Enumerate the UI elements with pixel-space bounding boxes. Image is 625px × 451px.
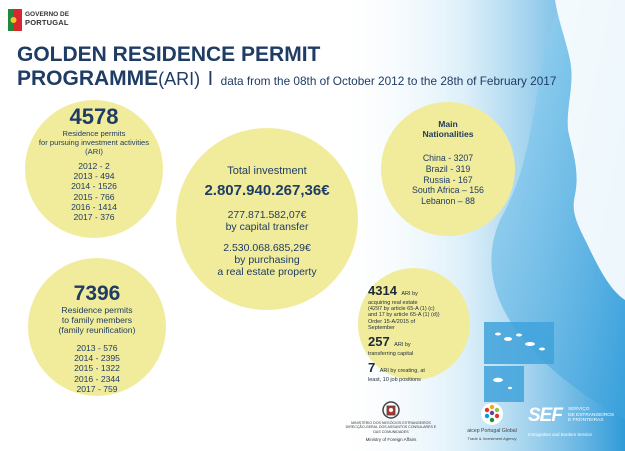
real-estate-breakdown-text: September	[368, 324, 395, 331]
capital-breakdown-count: 257	[368, 334, 390, 350]
page-title-acronym: (ARI)	[158, 69, 201, 89]
jobs-breakdown-text: least, 10 job positions	[368, 377, 421, 384]
government-logo: GOVERNO DE PORTUGAL	[8, 9, 98, 33]
title-separator: I	[207, 68, 214, 90]
mne-name-line: DAS COMUNIDADES	[373, 429, 409, 434]
aicep-logo: aicep Portugal Global Trade & Investment…	[462, 402, 522, 441]
family-year-item: 2017 - 759	[76, 383, 118, 394]
nationalities-list: China - 3207 Brazil - 319 Russia - 167 S…	[381, 153, 515, 207]
investment-year-item: 2013 - 494	[73, 171, 115, 182]
aicep-name: aicep Portugal Global	[467, 428, 517, 434]
real-estate-breakdown-text: (4297 by article 65-A (1) (c)	[368, 306, 435, 313]
coat-of-arms-icon	[382, 401, 400, 419]
jobs-breakdown: 7 ARI by creating, at least, 10 job posi…	[368, 359, 468, 383]
aicep-globe-icon	[481, 403, 503, 425]
real-estate-breakdown-text: Order 15-A/2015 of	[368, 318, 416, 325]
capital-transfer-label: by capital transfer	[225, 221, 309, 233]
real-estate-amount: 2.530.068.685,29€	[223, 242, 311, 254]
sef-caption: Immigration and Borders Service	[528, 432, 592, 437]
family-year-item: 2014 - 2395	[74, 353, 120, 364]
real-estate-breakdown-text: and 17 by article 65-A (1) (d))	[368, 312, 440, 319]
nationalities-content: Main Nationalities China - 3207 Brazil -…	[381, 119, 515, 207]
family-year-item: 2013 - 576	[76, 343, 118, 353]
nationality-item: Russia - 167	[423, 174, 473, 185]
investment-year-item: 2015 - 766	[73, 191, 115, 202]
family-year-item: 2016 - 2344	[74, 373, 120, 384]
portugal-flag-icon	[8, 9, 22, 31]
investment-year-item: 2012 - 2	[78, 161, 110, 171]
investment-permits-desc-line: (ARI)	[85, 147, 103, 156]
government-name-line1: GOVERNO DE	[25, 11, 70, 18]
investment-year-item: 2016 - 1414	[71, 201, 117, 212]
nationality-item: China - 3207	[422, 153, 474, 163]
sef-name: SEF	[528, 405, 563, 426]
government-name: GOVERNO DE PORTUGAL	[25, 11, 69, 26]
total-investment-content: Total investment 2.807.940.267,36€ 277.8…	[176, 165, 358, 278]
nationalities-title-line: Main	[438, 119, 458, 129]
investment-year-item: 2014 - 1526	[71, 181, 117, 192]
real-estate-label: by purchasing	[234, 254, 300, 266]
investment-permits-desc-line: Residence permits	[62, 129, 126, 138]
investment-permits-count: 4578	[69, 104, 119, 129]
nationality-item: South Africa – 156	[412, 185, 484, 196]
nationality-item: Lebanon – 88	[421, 196, 475, 207]
nationalities-title: Main Nationalities	[381, 119, 515, 139]
page-title: GOLDEN RESIDENCE PERMIT	[17, 43, 320, 67]
real-estate-breakdown-text: acquiring real estate	[368, 300, 418, 306]
sef-side-text: SERVIÇO DE ESTRANGEIROS E FRONTEIRAS	[568, 407, 614, 424]
total-investment-circle	[176, 128, 358, 310]
jobs-breakdown-count: 7	[368, 360, 376, 376]
investment-permits-circle	[25, 100, 163, 238]
family-permits-desc-line: to family members	[61, 315, 133, 325]
page-subtitle: data from the 08th of October 2012 to th…	[220, 74, 557, 88]
sef-side-line: DE ESTRANGEIROS	[568, 412, 615, 418]
capital-breakdown-text: transferring capital	[368, 351, 414, 358]
family-permits-count: 7396	[73, 282, 121, 305]
sef-side-line: E FRONTEIRAS	[568, 418, 604, 424]
family-permits-years: 2013 - 576 2014 - 2395 2015 - 1322 2016 …	[28, 343, 166, 394]
mne-name-line: DIRECÇÃO-GERAL DOS ASSUNTOS CONSULARES E	[345, 425, 437, 430]
nationality-item: Brazil - 319	[425, 163, 471, 174]
nationalities-circle	[381, 102, 515, 236]
real-estate-breakdown-count: 4314	[368, 283, 397, 298]
mne-logo: MINISTÉRIO DOS NEGÓCIOS ESTRANGEIROS DIR…	[332, 400, 450, 442]
investment-permits-desc-line: for pursuing investment activities	[38, 138, 150, 147]
capital-transfer-amount: 277.871.582,07€	[227, 209, 307, 221]
real-estate-breakdown: 4314 ARI by acquiring real estate (4297 …	[368, 282, 468, 331]
real-estate-breakdown-text: ARI by	[401, 291, 418, 297]
jobs-breakdown-text: ARI by creating, at	[379, 368, 425, 375]
breakdown-content: 4314 ARI by acquiring real estate (4297 …	[368, 282, 468, 383]
real-estate-label: a real estate property	[217, 266, 317, 278]
family-year-item: 2015 - 1322	[74, 363, 120, 374]
investment-year-item: 2017 - 376	[73, 212, 115, 223]
government-name-line2: PORTUGAL	[25, 17, 69, 27]
madeira-inset	[484, 366, 524, 402]
investment-permits-desc: Residence permits for pursuing investmen…	[25, 129, 163, 156]
capital-breakdown-text: ARI by	[394, 342, 411, 349]
mne-caption: Ministry of Foreign Affairs	[365, 437, 417, 443]
nationalities-title-line: Nationalities	[422, 129, 474, 139]
investment-permits-content: 4578 Residence permits for pursuing inve…	[25, 104, 163, 223]
page-title-line1: GOLDEN RESIDENCE PERMIT	[17, 43, 321, 66]
family-permits-desc: Residence permits to family members (fam…	[28, 305, 166, 335]
capital-breakdown: 257 ARI by transferring capital	[368, 333, 468, 357]
family-permits-content: 7396 Residence permits to family members…	[28, 283, 166, 394]
total-investment-label: Total investment	[227, 165, 307, 177]
family-permits-desc-line: (family reunification)	[58, 325, 136, 335]
page-title-line2: PROGRAMME	[17, 67, 159, 90]
family-permits-desc-line: Residence permits	[61, 305, 133, 315]
total-investment-amount: 2.807.940.267,36€	[204, 182, 330, 199]
investment-permits-years: 2012 - 2 2013 - 494 2014 - 1526 2015 - 7…	[25, 161, 163, 222]
sef-side-line: SERVIÇO	[568, 407, 590, 412]
aicep-caption: Trade & Investment Agency	[467, 436, 517, 441]
sef-logo: SEF SERVIÇO DE ESTRANGEIROS E FRONTEIRAS…	[528, 405, 622, 438]
mne-name-line: MINISTÉRIO DOS NEGÓCIOS ESTRANGEIROS	[351, 421, 431, 425]
breakdown-circle	[358, 268, 470, 380]
page-title-line2-row: PROGRAMME(ARI) I data from the 08th of O…	[17, 67, 556, 93]
family-permits-circle	[28, 258, 166, 396]
azores-inset	[484, 322, 554, 364]
